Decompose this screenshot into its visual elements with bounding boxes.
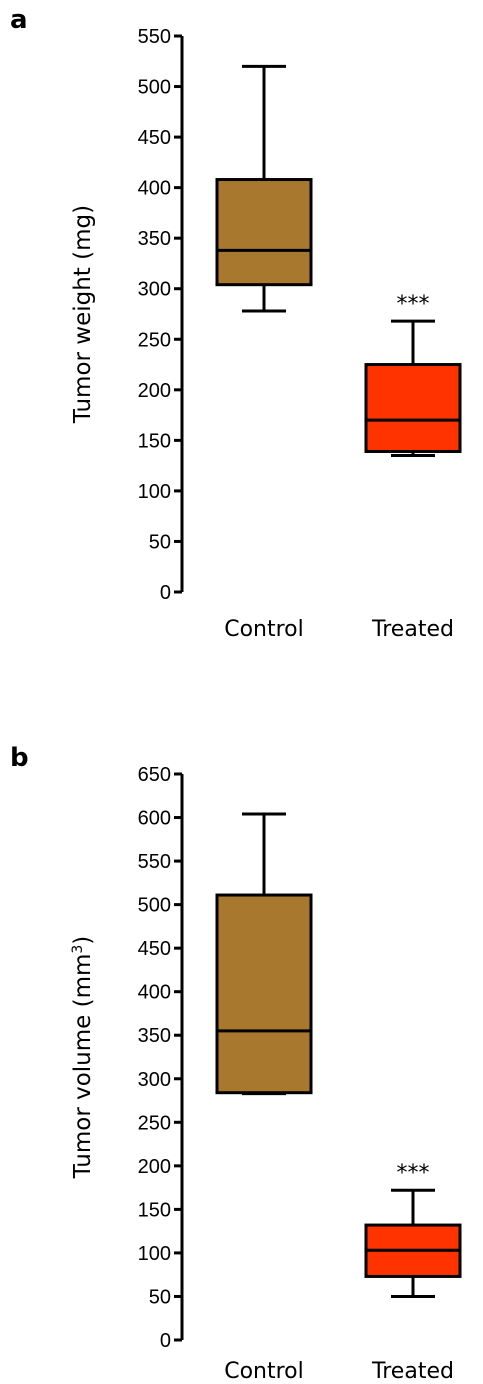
x-category-label: Control	[224, 617, 304, 642]
y-tick-label: 100	[138, 1243, 171, 1265]
y-axis-label-text: Tumor weight (mg)	[70, 205, 96, 424]
y-tick-label: 250	[138, 1112, 171, 1134]
significance-label: ***	[397, 1161, 430, 1186]
y-tick-label: 50	[149, 1286, 171, 1308]
iqr-box	[364, 363, 462, 453]
y-axis-label-close: )	[70, 936, 96, 945]
y-tick-label: 500	[138, 77, 171, 99]
box-treated: ***	[364, 1161, 462, 1298]
iqr-box	[215, 893, 313, 1095]
x-category-label: Treated	[371, 1359, 454, 1384]
y-tick-label: 550	[138, 26, 171, 48]
x-category-label: Treated	[371, 617, 454, 642]
y-axis-label-text: Tumor volume (mm	[70, 954, 96, 1180]
y-tick-label: 100	[138, 481, 171, 503]
box-control	[215, 812, 313, 1096]
panel-label: b	[10, 743, 29, 773]
y-tick-label: 200	[138, 1156, 171, 1178]
y-tick-label: 200	[138, 380, 171, 402]
y-tick-label: 0	[160, 582, 171, 604]
y-tick-label: 500	[138, 895, 171, 917]
y-axis-label-superscript: 3	[70, 945, 86, 954]
y-tick-label: 0	[160, 1330, 171, 1352]
box-treated: ***	[364, 292, 462, 458]
x-category-label: Control	[224, 1359, 304, 1384]
y-tick-label: 300	[138, 1069, 171, 1091]
chart-panel-a: a Tumor weight (mg) 0 50 100 150 200 250 300 350 4…	[10, 5, 462, 642]
y-tick-label: 250	[138, 329, 171, 351]
y-tick-label: 150	[138, 430, 171, 452]
y-tick-label: 400	[138, 178, 171, 200]
y-tick-label: 450	[138, 938, 171, 960]
y-tick-label: 150	[138, 1199, 171, 1221]
y-tick-label: 450	[138, 127, 171, 149]
y-tick-label: 650	[138, 764, 171, 786]
y-tick-label: 300	[138, 279, 171, 301]
y-tick-label: 600	[138, 808, 171, 830]
y-tick-label: 550	[138, 851, 171, 873]
y-tick-label: 50	[149, 531, 171, 553]
y-tick-label: 350	[138, 228, 171, 250]
iqr-box	[215, 178, 313, 287]
y-tick-label: 400	[138, 982, 171, 1004]
y-axis-label: Tumor weight (mg)	[70, 205, 96, 424]
significance-label: ***	[397, 292, 430, 317]
y-axis-label: Tumor volume (mm3)	[70, 936, 96, 1180]
box-control	[215, 64, 313, 313]
y-tick-label: 350	[138, 1025, 171, 1047]
panel-label: a	[10, 5, 28, 35]
